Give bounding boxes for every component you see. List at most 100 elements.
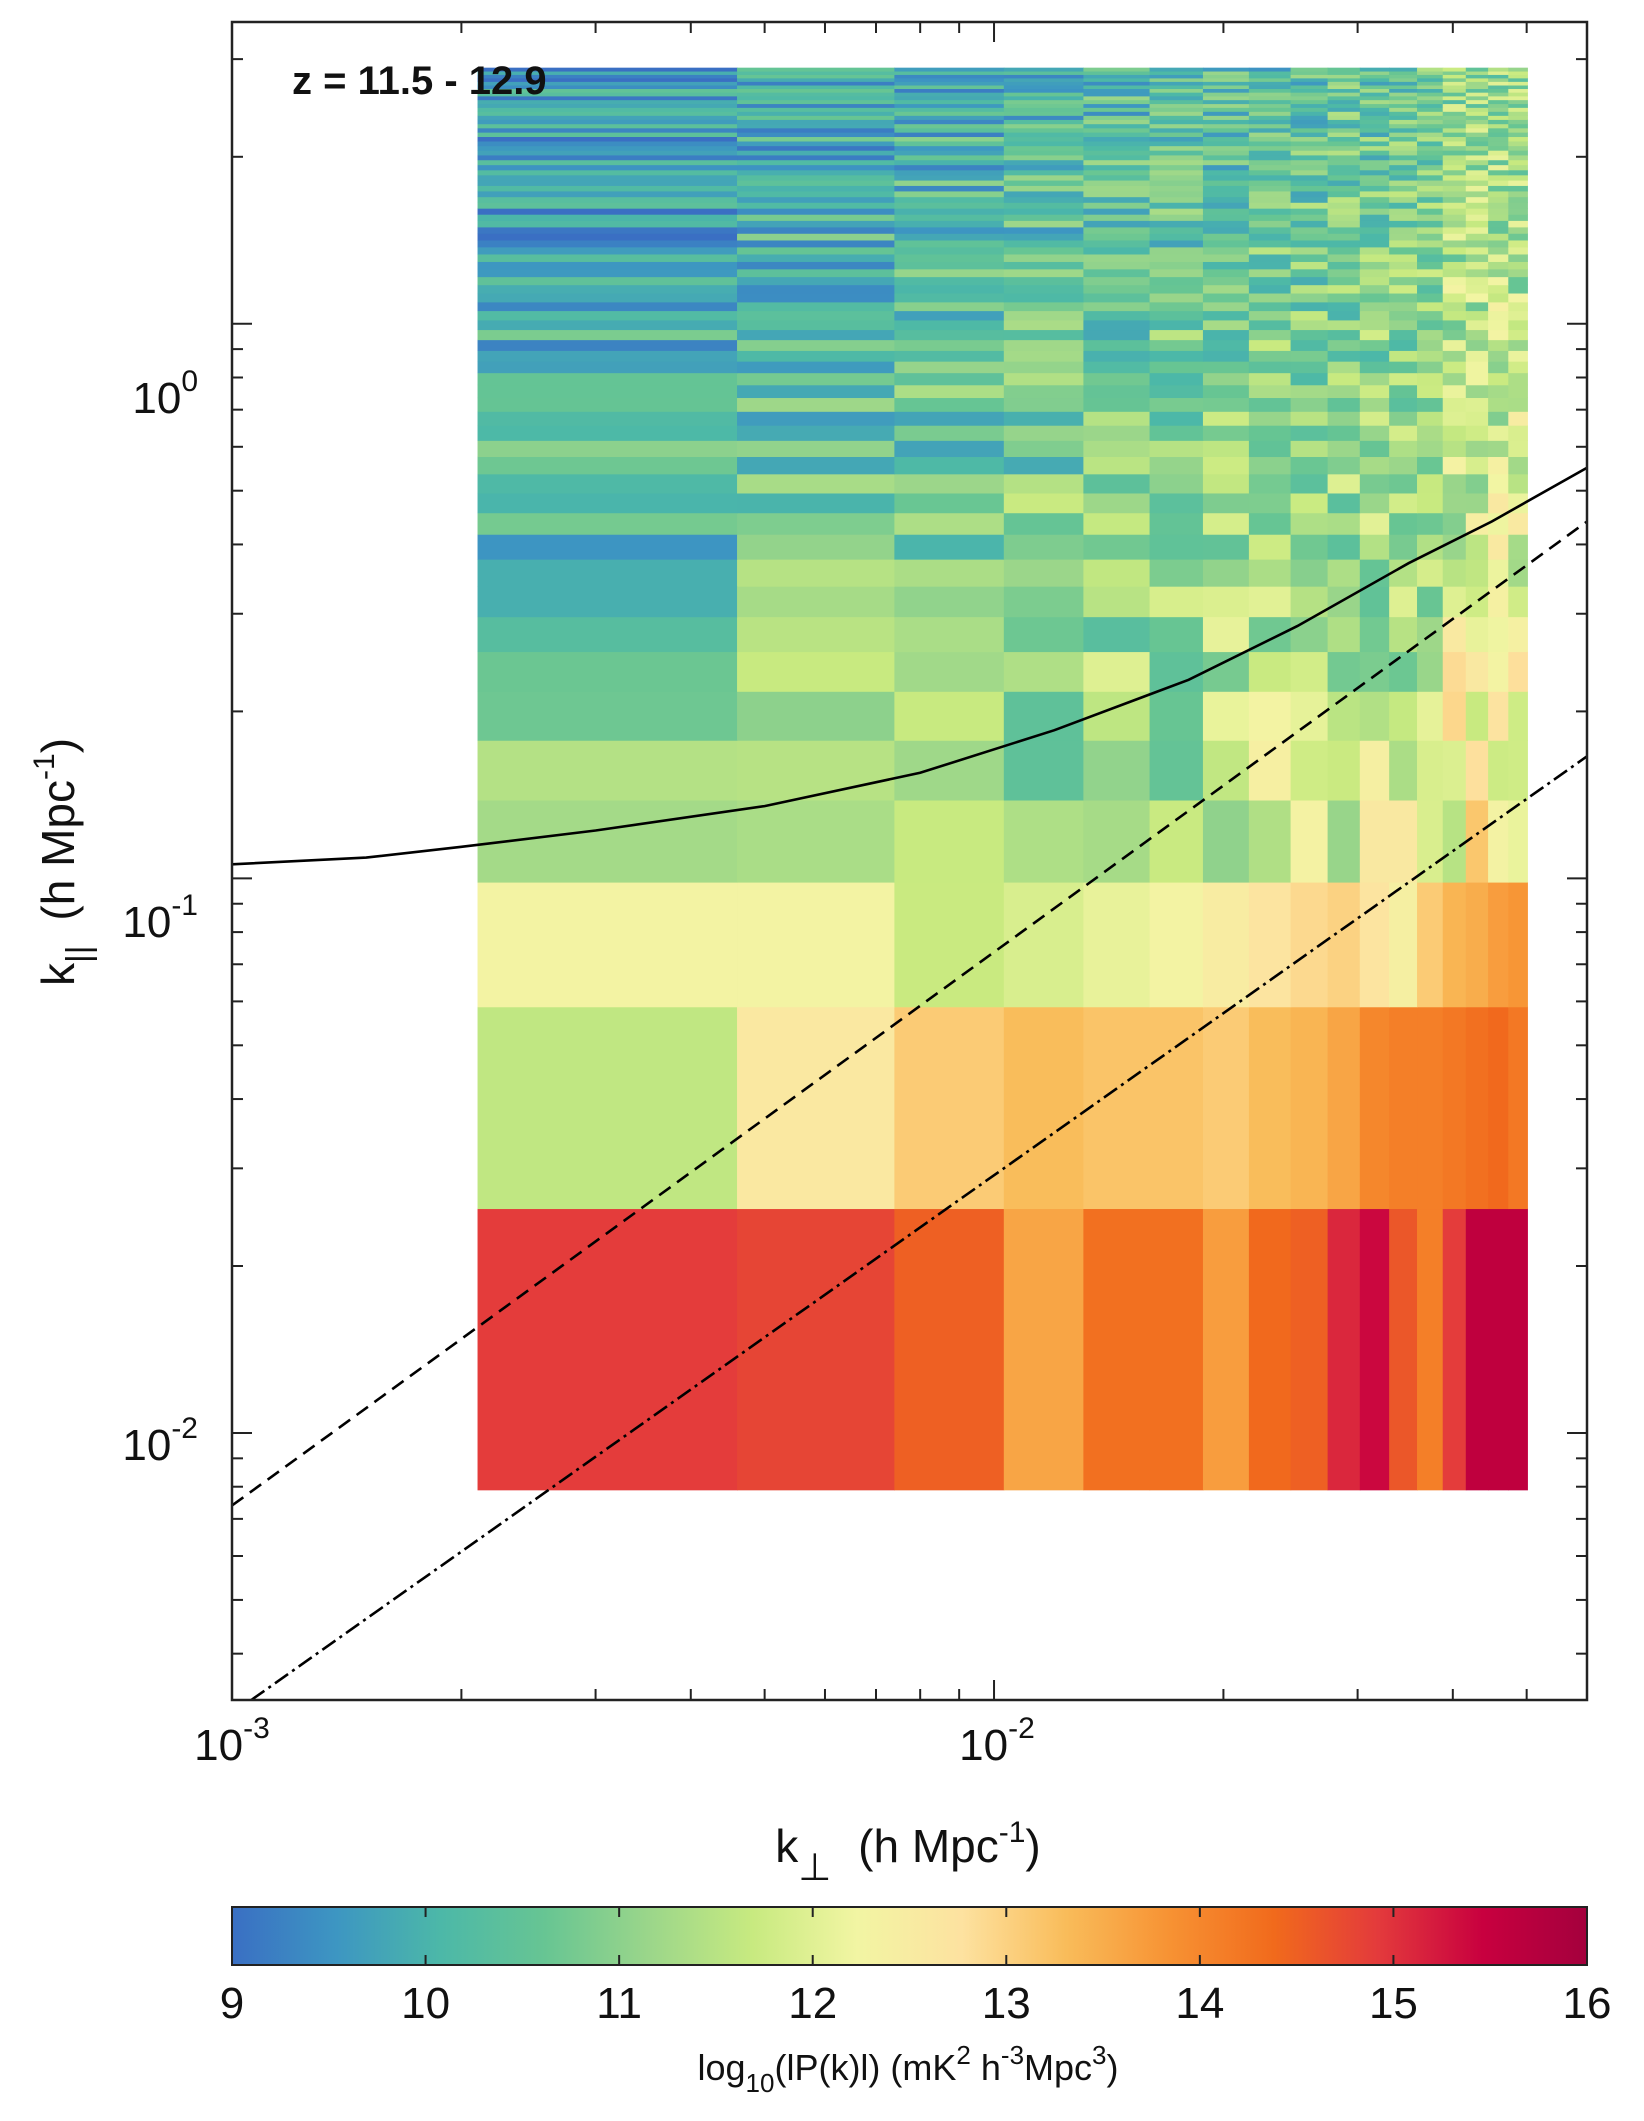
heatmap-cell — [1202, 425, 1250, 441]
heatmap-cell — [1488, 92, 1509, 97]
heatmap-cell — [1290, 799, 1329, 883]
heatmap-cell — [1359, 190, 1390, 198]
heatmap-cell — [1290, 190, 1329, 198]
heatmap-cell — [1465, 261, 1489, 270]
heatmap-cell — [1488, 292, 1509, 303]
heatmap-cell — [1248, 202, 1292, 209]
heatmap-cell — [1417, 1006, 1444, 1210]
heatmap-cell — [477, 1208, 738, 1491]
heatmap-cell — [1488, 616, 1509, 653]
heatmap-cell — [1327, 440, 1361, 458]
heatmap-cell — [1202, 202, 1250, 209]
heatmap-cell — [1083, 268, 1151, 278]
heatmap-cell — [1290, 88, 1329, 93]
heatmap-cell — [1149, 136, 1204, 142]
heatmap-cell — [1442, 339, 1467, 351]
heatmap-cell — [1508, 140, 1528, 147]
heatmap-cell — [1248, 559, 1292, 587]
heatmap-cell — [1442, 226, 1467, 234]
heatmap-cell — [1488, 179, 1509, 186]
heatmap-cell — [1083, 67, 1151, 72]
heatmap-cell — [1327, 268, 1361, 278]
heatmap-cell — [1442, 384, 1467, 399]
heatmap-cell — [1359, 284, 1390, 294]
heatmap-cell — [1359, 220, 1390, 228]
heatmap-cell — [1083, 276, 1151, 286]
heatmap-cell — [1327, 115, 1361, 120]
heatmap-cell — [1202, 616, 1250, 653]
heatmap-cell — [1389, 292, 1418, 303]
heatmap-cell — [1359, 350, 1390, 362]
heatmap-cell — [894, 174, 1005, 181]
heatmap-cell — [1417, 456, 1444, 475]
heatmap-cell — [1389, 84, 1418, 90]
colorbar-tick-label: 10 — [401, 1979, 450, 2028]
heatmap-cell — [1327, 456, 1361, 475]
heatmap-cell — [477, 81, 738, 86]
heatmap-cell — [1465, 473, 1489, 494]
heatmap-cell — [1290, 208, 1329, 215]
heatmap-cell — [1442, 239, 1467, 248]
heatmap-cell — [1248, 154, 1292, 161]
heatmap-cell — [1290, 119, 1329, 125]
heatmap-cell — [1083, 440, 1151, 458]
heatmap-cell — [1083, 214, 1151, 221]
heatmap-cell — [1003, 881, 1084, 1008]
heatmap-cell — [1327, 95, 1361, 101]
heatmap-cell — [1465, 107, 1489, 112]
heatmap-cell — [737, 132, 895, 138]
heatmap-cell — [1465, 159, 1489, 166]
heatmap-cell — [1149, 88, 1204, 93]
heatmap-cell — [737, 119, 895, 125]
heatmap-cell — [1149, 70, 1204, 75]
heatmap-cell — [1003, 70, 1084, 75]
heatmap-cell — [1202, 233, 1250, 241]
heatmap-cell — [1465, 202, 1489, 209]
heatmap-cell — [1488, 202, 1509, 209]
heatmap-cell — [1327, 425, 1361, 441]
heatmap-cell — [477, 214, 738, 221]
heatmap-cell — [894, 159, 1005, 166]
heatmap-cell — [894, 169, 1005, 176]
heatmap-cell — [1248, 103, 1292, 108]
heatmap-cell — [1359, 799, 1390, 883]
heatmap-cell — [1488, 81, 1509, 86]
heatmap-cell — [1327, 339, 1361, 351]
heatmap-cell — [1465, 115, 1489, 120]
heatmap-cell — [1003, 411, 1084, 426]
heatmap-cell — [1290, 397, 1329, 412]
heatmap-cell — [894, 740, 1005, 801]
heatmap-cell — [1202, 95, 1250, 101]
heatmap-cell — [1488, 559, 1509, 587]
heatmap-cell — [737, 881, 895, 1008]
heatmap-cell — [894, 881, 1005, 1008]
heatmap-cell — [1508, 456, 1528, 475]
heatmap-cell — [1465, 154, 1489, 161]
heatmap-cell — [1442, 208, 1467, 215]
heatmap-cell — [1248, 512, 1292, 535]
heatmap-cell — [894, 123, 1005, 129]
heatmap-cell — [737, 440, 895, 458]
heatmap-cell — [477, 1006, 738, 1210]
heatmap-cell — [1003, 651, 1084, 692]
heatmap-cell — [1149, 512, 1204, 535]
heatmap-cell — [1389, 440, 1418, 458]
heatmap-cell — [1442, 329, 1467, 341]
heatmap-cell — [1359, 145, 1390, 151]
heatmap-cell — [1149, 534, 1204, 560]
heatmap-cell — [1465, 372, 1489, 386]
heatmap-cell — [1202, 214, 1250, 221]
heatmap-cell — [1248, 174, 1292, 181]
heatmap-cell — [477, 107, 738, 112]
heatmap-cell — [1327, 88, 1361, 93]
heatmap-cell — [1442, 319, 1467, 331]
heatmap-cell — [1202, 74, 1250, 79]
heatmap-cell — [1290, 103, 1329, 108]
heatmap-cell — [1359, 196, 1390, 203]
heatmap-cell — [1508, 107, 1528, 112]
heatmap-cell — [477, 425, 738, 441]
heatmap-cell — [1083, 534, 1151, 560]
heatmap-cell — [477, 268, 738, 278]
heatmap-cell — [1417, 77, 1444, 82]
heatmap-cell — [1359, 70, 1390, 75]
